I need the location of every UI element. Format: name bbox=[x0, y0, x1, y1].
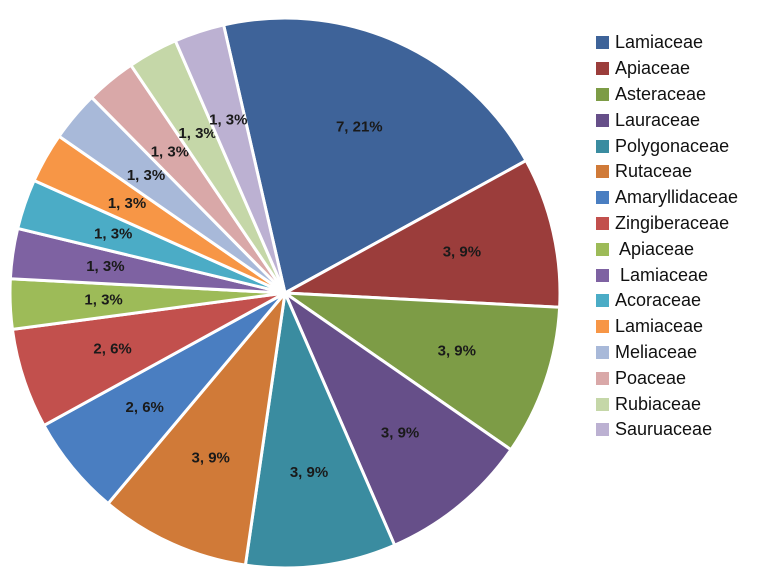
slice-data-label: 1, 3% bbox=[108, 195, 146, 212]
slice-data-label: 3, 9% bbox=[290, 464, 328, 481]
legend-swatch bbox=[596, 191, 609, 205]
pie-slice bbox=[222, 16, 528, 295]
legend-label: Zingiberaceae bbox=[615, 212, 730, 233]
legend-label: Poaceae bbox=[615, 367, 687, 388]
legend-label: Sauruaceae bbox=[615, 419, 713, 440]
legend-swatch bbox=[596, 242, 609, 256]
slice-data-label: 1, 3% bbox=[84, 291, 122, 308]
slice-data-label: 1, 3% bbox=[151, 144, 189, 161]
legend-item: Apiaceae bbox=[596, 236, 738, 262]
pie-slice bbox=[283, 291, 562, 452]
legend-item: Sauruaceae bbox=[596, 417, 738, 443]
legend-swatch bbox=[596, 371, 609, 385]
legend-item: Poaceae bbox=[596, 365, 738, 391]
slice-data-label: 3, 9% bbox=[443, 243, 481, 260]
legend-label: Apiaceae bbox=[615, 238, 695, 259]
legend-item: Amaryllidaceae bbox=[596, 185, 738, 211]
slice-data-label: 1, 3% bbox=[127, 167, 165, 184]
legend-item: Apiaceae bbox=[596, 56, 738, 82]
pie-slice bbox=[283, 159, 562, 309]
legend-label: Lamiaceae bbox=[615, 32, 704, 53]
legend-label: Lamiaceae bbox=[615, 264, 709, 285]
legend-swatch bbox=[596, 139, 609, 153]
legend-label: Rubiaceae bbox=[615, 393, 702, 414]
legend: Lamiaceae Apiaceae Asteraceae Lauraceae Poly… bbox=[596, 30, 738, 443]
legend-swatch bbox=[596, 397, 609, 411]
legend-item: Asteraceae bbox=[596, 82, 738, 108]
slice-data-label: 7, 21% bbox=[336, 118, 383, 135]
legend-swatch bbox=[596, 345, 609, 359]
pie-slice bbox=[243, 291, 397, 570]
legend-swatch bbox=[596, 87, 609, 101]
legend-label: Asteraceae bbox=[615, 83, 707, 104]
slice-data-label: 3, 9% bbox=[381, 424, 419, 441]
legend-item: Zingiberaceae bbox=[596, 211, 738, 237]
legend-item: Rubiaceae bbox=[596, 391, 738, 417]
legend-label: Lauraceae bbox=[615, 109, 701, 130]
legend-swatch bbox=[596, 113, 609, 127]
legend-item: Lamiaceae bbox=[596, 30, 738, 56]
slice-data-label: 1, 3% bbox=[86, 258, 124, 275]
legend-swatch bbox=[596, 294, 609, 308]
legend-swatch bbox=[596, 36, 609, 50]
pie-slice bbox=[173, 23, 287, 295]
legend-item: Polygonaceae bbox=[596, 133, 738, 159]
legend-label: Rutaceae bbox=[615, 161, 693, 182]
slice-data-label: 2, 6% bbox=[93, 341, 131, 358]
legend-label: Amaryllidaceae bbox=[615, 187, 739, 208]
slice-data-label: 2, 6% bbox=[126, 399, 164, 416]
legend-item: Lauraceae bbox=[596, 107, 738, 133]
legend-swatch bbox=[596, 320, 609, 334]
slice-data-label: 1, 3% bbox=[178, 125, 216, 142]
slice-data-label: 3, 9% bbox=[192, 450, 230, 467]
legend-swatch bbox=[596, 165, 609, 179]
legend-label: Polygonaceae bbox=[615, 135, 730, 156]
pie-slice bbox=[283, 291, 513, 547]
legend-item: Acoraceae bbox=[596, 288, 738, 314]
legend-item: Lamiaceae bbox=[596, 314, 738, 340]
legend-swatch bbox=[596, 216, 609, 230]
legend-label: Acoraceae bbox=[615, 290, 702, 311]
slice-data-label: 1, 3% bbox=[209, 112, 247, 129]
slice-data-label: 3, 9% bbox=[438, 343, 476, 360]
legend-label: Lamiaceae bbox=[615, 316, 704, 337]
legend-label: Meliaceae bbox=[615, 341, 698, 362]
pie-slice bbox=[106, 291, 287, 567]
legend-item: Meliaceae bbox=[596, 340, 738, 366]
legend-swatch bbox=[596, 423, 609, 437]
legend-item: Rutaceae bbox=[596, 159, 738, 185]
legend-item: Lamiaceae bbox=[596, 262, 738, 288]
legend-swatch bbox=[596, 268, 609, 282]
slice-data-label: 1, 3% bbox=[94, 225, 132, 242]
legend-label: Apiaceae bbox=[615, 58, 691, 79]
legend-swatch bbox=[596, 62, 609, 76]
